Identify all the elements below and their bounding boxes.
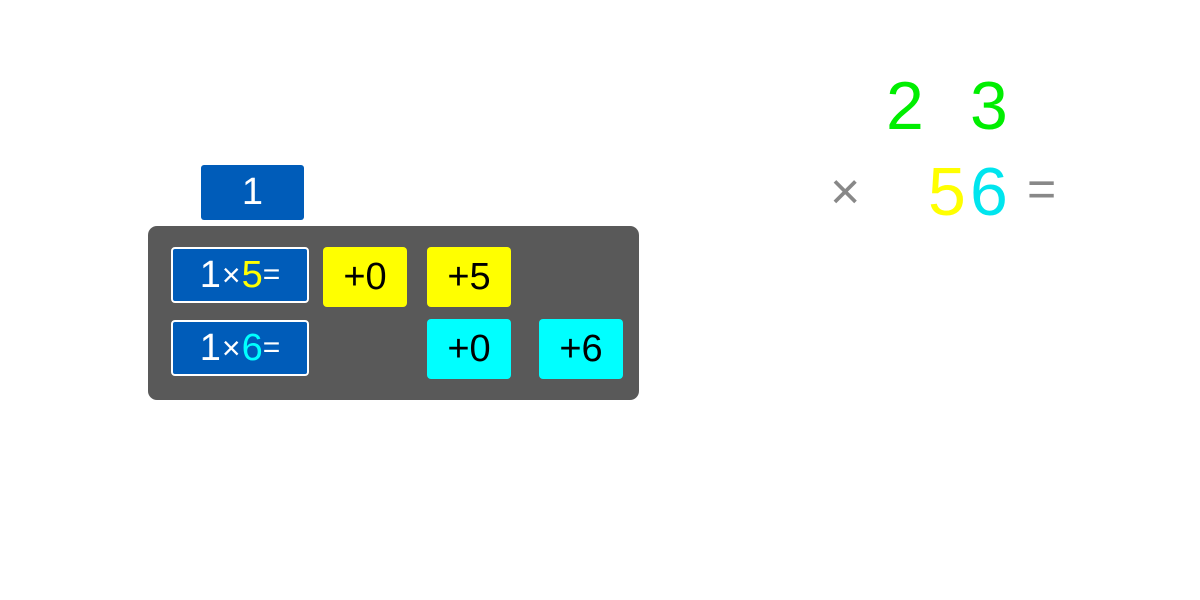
row1-tile-1[interactable]: +0 [323, 247, 407, 307]
partial-products-panel: 1 × 5 = +0 +5 1 × 6 = +0 +6 [148, 226, 639, 400]
row1-tile-2[interactable]: +5 [427, 247, 511, 307]
row1-expr-times: × [221, 256, 241, 293]
row2-expr-left: 1 [199, 326, 221, 369]
top-digit-ones: 3 [970, 68, 1008, 144]
row2-tile-1[interactable]: +0 [427, 319, 511, 379]
bottom-digit-ones: 6 [970, 154, 1008, 230]
row2-expr-times: × [221, 329, 241, 366]
row2-expression[interactable]: 1 × 6 = [171, 320, 309, 376]
row1-expr-left: 1 [199, 253, 221, 296]
row1-expression[interactable]: 1 × 5 = [171, 247, 309, 303]
row1-expr-digit: 5 [241, 253, 263, 296]
row2-expr-digit: 6 [241, 326, 263, 369]
row2-expr-equals: = [262, 331, 281, 364]
times-sign: × [830, 163, 861, 221]
top-digit-tens: 2 [886, 68, 924, 144]
bottom-digit-tens: 5 [928, 154, 966, 230]
current-digit-tile[interactable]: 1 [201, 165, 304, 220]
row1-expr-equals: = [262, 258, 281, 291]
equals-sign: = [1027, 161, 1057, 217]
row2-tile-2[interactable]: +6 [539, 319, 623, 379]
